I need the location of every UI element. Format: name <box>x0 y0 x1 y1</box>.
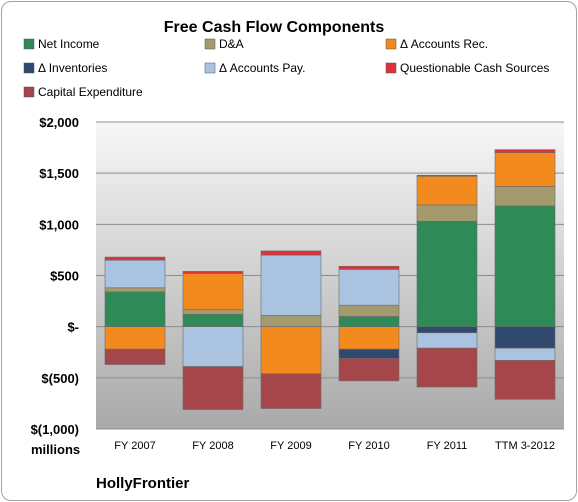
legend-entry: Capital Expenditure <box>23 85 143 99</box>
bar-segment <box>338 269 400 306</box>
legend-entry: Questionable Cash Sources <box>385 61 549 75</box>
legend-swatch <box>23 38 35 50</box>
bar-segment <box>104 287 166 293</box>
x-tick-label: TTM 3-2012 <box>495 440 555 452</box>
bar-segment <box>338 316 400 327</box>
legend-label: D&A <box>219 37 244 51</box>
bar-segment <box>494 152 556 187</box>
bar-segment <box>104 291 166 327</box>
bar-segment <box>260 373 322 409</box>
bar-segment <box>182 308 244 315</box>
bar-stack <box>182 271 244 410</box>
company-name: HollyFrontier <box>96 475 190 492</box>
bar-segment <box>338 265 400 270</box>
legend-entry: Δ Inventories <box>23 61 107 75</box>
bar-segment <box>416 204 478 222</box>
legend-swatch <box>23 62 35 74</box>
y-tick-label: $(500) <box>41 371 79 386</box>
bar-segment <box>104 348 166 365</box>
legend-entry: Net Income <box>23 37 100 51</box>
bar-segment <box>182 273 244 310</box>
bar-stacks <box>104 149 556 410</box>
bar-segment <box>494 347 556 361</box>
gridlines <box>96 121 564 430</box>
y-tick-label: $1,500 <box>39 166 79 181</box>
bar-segment <box>260 254 322 316</box>
chart-legend: Net Income D&A Δ Accounts Rec. Δ Inventorie… <box>23 37 549 99</box>
legend-label: Δ Accounts Rec. <box>400 37 488 51</box>
bar-stack <box>494 149 556 400</box>
bar-stack <box>260 250 322 409</box>
bar-stack <box>338 265 400 382</box>
x-tick-label: FY 2011 <box>427 440 468 452</box>
bar-segment <box>260 315 322 327</box>
legend-entry: Δ Accounts Rec. <box>385 37 488 51</box>
legend-label: Questionable Cash Sources <box>400 61 549 75</box>
y-axis: $(1,000) $(500) $- $500 $1,000 $1,500 $2,000 <box>31 115 79 437</box>
x-tick-label: FY 2010 <box>348 440 389 452</box>
legend-label: Net Income <box>38 37 100 51</box>
legend-entry: Δ Accounts Pay. <box>204 61 306 75</box>
legend-swatch <box>385 38 397 50</box>
x-tick-label: FY 2007 <box>114 440 155 452</box>
y-axis-unit-label: millions <box>31 442 80 457</box>
bar-segment <box>104 256 166 261</box>
y-tick-label: $- <box>67 320 79 335</box>
bar-segment <box>104 259 166 289</box>
bar-segment <box>182 314 244 327</box>
bar-segment <box>494 326 556 349</box>
y-tick-label: $1,000 <box>39 217 79 232</box>
bar-segment <box>260 250 322 256</box>
legend-swatch <box>204 38 216 50</box>
legend-entry: D&A <box>204 37 244 51</box>
bar-segment <box>494 205 556 327</box>
bar-segment <box>494 149 556 154</box>
bar-segment <box>416 174 478 177</box>
legend-label: Δ Inventories <box>38 61 107 75</box>
bar-segment <box>182 271 244 274</box>
chart-title: Free Cash Flow Components <box>164 19 385 36</box>
bar-segment <box>494 360 556 400</box>
bar-segment <box>494 186 556 207</box>
bar-segment <box>416 220 478 327</box>
bar-segment <box>182 366 244 410</box>
legend-label: Δ Accounts Pay. <box>219 61 306 75</box>
bar-segment <box>338 304 400 317</box>
legend-label: Capital Expenditure <box>38 85 143 99</box>
y-tick-label: $2,000 <box>39 115 79 130</box>
legend-swatch <box>204 62 216 74</box>
bar-segment <box>338 358 400 382</box>
bar-segment <box>416 175 478 206</box>
x-axis: FY 2007 FY 2008 FY 2009 FY 2010 FY 2011 TTM 3… <box>114 440 555 452</box>
bar-segment <box>416 347 478 388</box>
x-tick-label: FY 2009 <box>270 440 311 452</box>
legend-swatch <box>23 86 35 98</box>
bar-segment <box>260 326 322 375</box>
bar-stack <box>104 256 166 365</box>
y-tick-label: $500 <box>50 269 79 284</box>
bar-segment <box>182 326 244 367</box>
legend-swatch <box>385 62 397 74</box>
bar-segment <box>416 326 478 334</box>
bar-segment <box>416 332 478 349</box>
bar-segment <box>104 326 166 350</box>
bar-stack <box>416 174 478 388</box>
y-tick-label: $(1,000) <box>31 422 79 437</box>
bar-segment <box>338 348 400 359</box>
x-tick-label: FY 2008 <box>192 440 233 452</box>
bar-segment <box>338 326 400 350</box>
